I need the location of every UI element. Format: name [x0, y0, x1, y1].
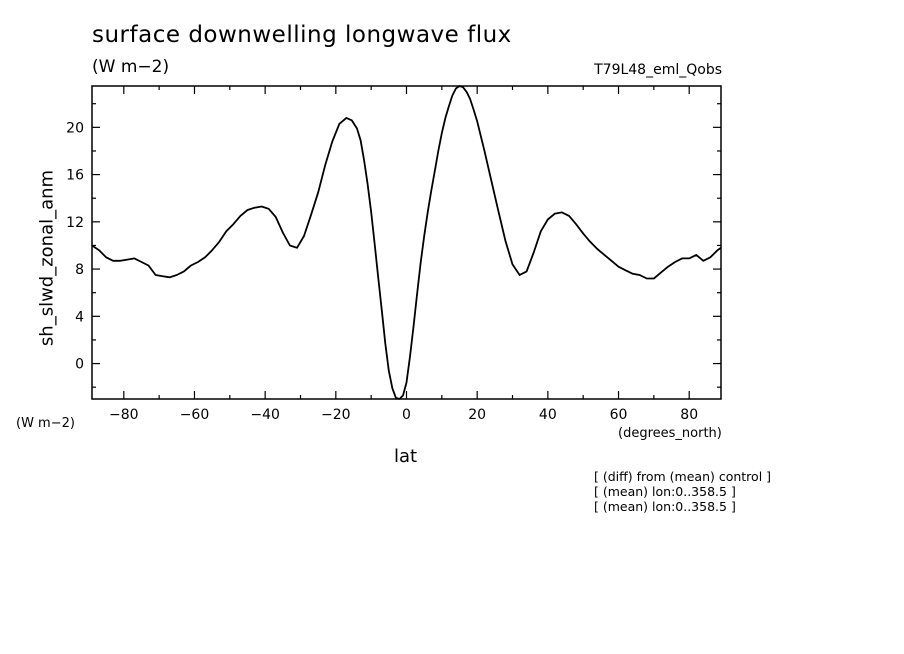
y-tick-label: 8 [75, 262, 84, 278]
y-units-label: (W m−2) [16, 416, 75, 431]
note-line: [ (mean) lon:0..358.5 ] [594, 484, 736, 499]
axis-ticks [92, 86, 721, 399]
series-line [91, 85, 722, 400]
plot-frame [91, 85, 722, 400]
x-tick-label: −80 [109, 407, 139, 423]
y-tick-label: 16 [66, 168, 84, 184]
x-tick-label: 60 [610, 407, 628, 423]
x-units-label: (degrees_north) [618, 426, 722, 441]
x-tick-label: −60 [180, 407, 210, 423]
y-axis-label: sh_slwd_zonal_anm [36, 169, 58, 347]
run-label: T79L48_eml_Qobs [594, 62, 722, 78]
x-tick-label: −40 [250, 407, 280, 423]
y-tick-label: 4 [75, 309, 84, 325]
axis-tick-labels: −80 −60 −40 −20 0 20 40 60 80 0 4 8 12 16 20 [66, 120, 698, 423]
y-tick-label: 0 [75, 357, 84, 373]
x-axis-label: lat [394, 446, 418, 467]
y-tick-label: 20 [66, 120, 84, 136]
y-tick-label: 12 [66, 215, 84, 231]
x-tick-label: 40 [539, 407, 557, 423]
units-label: (W m−2) [92, 57, 170, 77]
note-line: [ (mean) lon:0..358.5 ] [594, 499, 736, 514]
x-tick-label: 20 [468, 407, 486, 423]
chart-title: surface downwelling longwave flux [92, 22, 512, 48]
note-line: [ (diff) from (mean) control ] [594, 469, 772, 484]
notes-block: [ (diff) from (mean) control ] [ (mean) … [594, 469, 771, 514]
x-tick-label: 0 [402, 407, 411, 423]
x-tick-label: 80 [680, 407, 698, 423]
x-tick-label: −20 [321, 407, 351, 423]
